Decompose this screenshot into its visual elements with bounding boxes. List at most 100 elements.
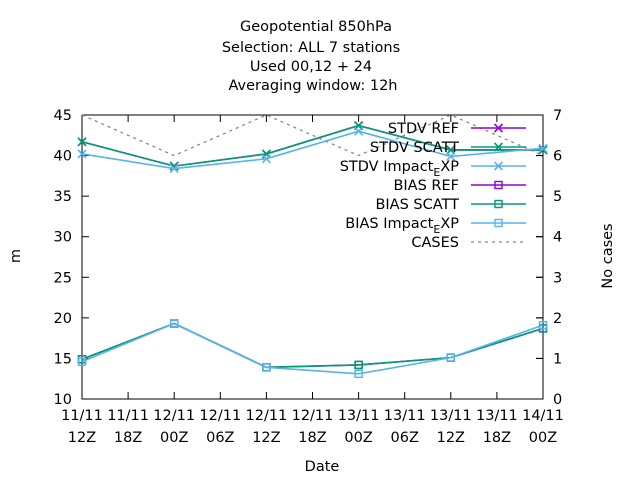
y2-tick-label: 6	[553, 149, 562, 165]
series-point-square-marker	[169, 319, 179, 328]
series-point-stroke	[493, 123, 504, 133]
series-point-x-marker	[446, 145, 456, 155]
y2-tick-label: 3	[553, 270, 562, 286]
series-line	[81, 124, 543, 167]
series-bias-impact-exp	[77, 319, 548, 379]
x-tick-label-date: 11/11	[107, 408, 149, 424]
series-point-x-marker	[169, 163, 179, 174]
series-point-stroke	[538, 145, 548, 155]
legend-entry: STDV ImpactEXP	[340, 159, 526, 179]
x-tick-label-date: 11/11	[61, 408, 103, 424]
legend-label: STDV SCATT	[370, 140, 459, 156]
legend-entry: BIAS ImpactEXP	[345, 216, 526, 236]
y-axis-label: m	[8, 249, 24, 263]
x-tick-label-hour: 18Z	[298, 430, 326, 446]
y2-tick-label: 1	[553, 351, 562, 367]
series-bias-scatt	[77, 319, 548, 372]
series-point-stroke	[446, 151, 456, 161]
series-point-x-marker	[493, 142, 504, 152]
x-axis-label: Date	[305, 459, 340, 475]
chart-title-block: Geopotential 850hPa Selection: ALL 7 sta…	[222, 19, 400, 94]
series-point-stroke	[493, 161, 504, 171]
legend-entry: BIAS REF	[393, 178, 526, 194]
legend-label: BIAS SCATT	[375, 197, 459, 213]
x-tick-label-date: 12/11	[292, 408, 334, 424]
y-tick-label: 40	[54, 149, 72, 165]
x-tick-label-date: 12/11	[153, 408, 195, 424]
x-tick-label-hour: 06Z	[206, 430, 234, 446]
series-point-x-marker	[77, 149, 87, 159]
series-point-stroke	[493, 142, 504, 152]
x-tick-label-date: 12/11	[199, 408, 241, 424]
series-point-square-marker	[494, 218, 503, 228]
legend-entry: STDV SCATT	[370, 140, 526, 156]
chart-title: Geopotential 850hPa	[240, 19, 392, 35]
y-tick-label: 30	[54, 230, 72, 246]
series-point-x-marker	[77, 137, 87, 147]
legend-label: BIAS REF	[393, 178, 459, 194]
y-tick-label: 45	[54, 108, 72, 124]
legend-entry: CASES	[411, 235, 526, 251]
y2-axis-label: No cases	[600, 223, 616, 288]
series-point-stroke	[446, 145, 456, 155]
series-point-stroke	[77, 137, 87, 147]
x-tick-label-hour: 00Z	[160, 430, 188, 446]
x-tick-label-date: 13/11	[384, 408, 426, 424]
series-point-square-marker	[446, 353, 455, 362]
legend-entry: STDV REF	[388, 121, 526, 137]
y-tick-label: 20	[54, 311, 72, 327]
series-point-stroke	[261, 154, 271, 164]
x-tick-label-date: 13/11	[430, 408, 472, 424]
legend-label: STDV REF	[388, 121, 459, 137]
series-line	[81, 322, 544, 369]
x-tick-label-hour: 06Z	[391, 430, 419, 446]
legend-label: STDV ImpactEXP	[340, 159, 460, 179]
series-line	[81, 130, 544, 170]
series-point-square-marker	[354, 360, 363, 370]
series-bias-ref	[77, 319, 548, 372]
series-line	[81, 322, 544, 375]
x-tick-label-date: 12/11	[246, 408, 288, 424]
series-point-x-marker	[538, 145, 548, 155]
series-point-x-marker	[538, 143, 548, 153]
y-tick-label: 25	[54, 270, 72, 286]
series-point-square-marker	[538, 320, 548, 330]
x-tick-label-date: 13/11	[476, 408, 518, 424]
plot-area	[81, 114, 544, 400]
x-tick-label-date: 14/11	[522, 408, 564, 424]
series-point-square-marker	[262, 363, 271, 372]
x-tick-label-hour: 12Z	[252, 430, 280, 446]
legend-entry: BIAS SCATT	[375, 197, 526, 213]
x-tick-label-hour: 00Z	[529, 430, 557, 446]
x-axis: 11/11 12Z 11/11 18Z 12/11 00Z 12/11 06Z 12/11 12Z…	[61, 115, 564, 446]
y-axis-right: 0 1 2 3 4 5 6 7	[536, 108, 562, 408]
y2-tick-label: 0	[553, 392, 562, 408]
x-tick-label-hour: 12Z	[68, 430, 96, 446]
series-stdv-impact-exp	[77, 126, 548, 174]
series-point-x-marker	[493, 123, 504, 133]
chart-subtitle-window: Averaging window: 12h	[228, 78, 397, 94]
y2-tick-label: 2	[553, 311, 562, 327]
y-tick-label: 15	[54, 351, 72, 367]
series-point-square-marker	[77, 357, 87, 366]
series-point-square-marker	[354, 369, 363, 379]
chart-subtitle-used: Used 00,12 + 24	[250, 59, 372, 75]
y2-tick-label: 4	[553, 230, 562, 246]
series-point-square-marker	[494, 180, 503, 190]
chart-subtitle-selection: Selection: ALL 7 stations	[222, 40, 400, 56]
x-tick-label-hour: 18Z	[483, 430, 511, 446]
series-point-x-marker	[261, 154, 271, 164]
series-layer	[77, 114, 548, 379]
series-point-stroke	[169, 163, 179, 174]
y-tick-label: 35	[54, 189, 72, 205]
y-tick-label: 10	[54, 392, 72, 408]
legend-label: BIAS ImpactEXP	[345, 216, 459, 236]
plot-frame	[81, 114, 544, 400]
series-point-x-marker	[354, 126, 364, 136]
series-point-x-marker	[446, 151, 456, 161]
y2-tick-label: 7	[553, 108, 562, 124]
series-line	[81, 322, 544, 369]
x-tick-label-hour: 00Z	[344, 430, 372, 446]
x-tick-label-hour: 12Z	[437, 430, 465, 446]
